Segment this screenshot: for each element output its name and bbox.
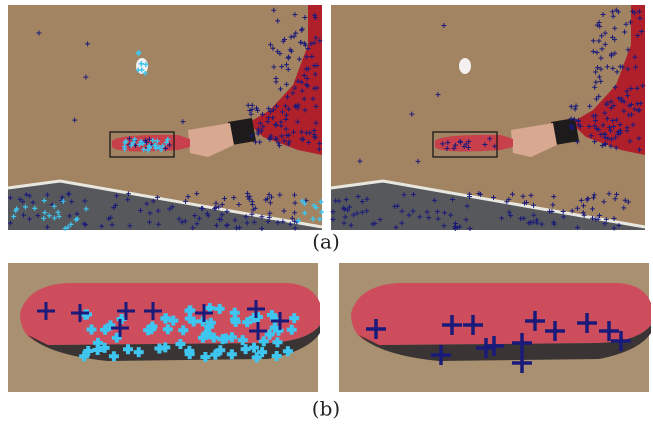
panel-label: (a) [312, 230, 340, 254]
figure: (a) (b) [0, 0, 653, 427]
page: (a) (b) (() => { const data = JSON.parse… [0, 0, 653, 427]
image-b-left [8, 263, 320, 392]
image-a-right [331, 5, 646, 231]
image-b-right [339, 263, 651, 392]
image-a-left [8, 5, 324, 231]
panel-label: (b) [312, 397, 340, 421]
